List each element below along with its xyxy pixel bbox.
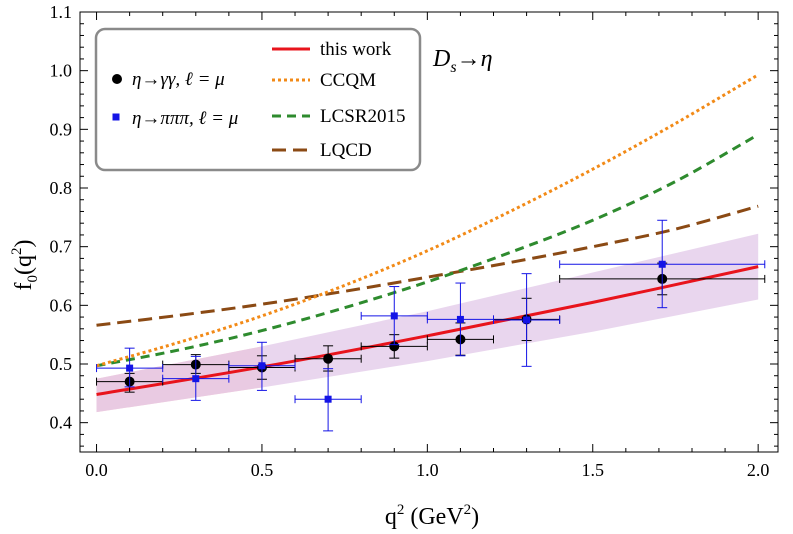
marker-square: [126, 364, 134, 372]
marker-square: [390, 312, 398, 320]
marker-square: [192, 375, 200, 383]
point-eta-gamma-gamma-4: [294, 345, 362, 372]
marker-square: [258, 362, 266, 370]
legend-label-lqcd: LQCD: [320, 140, 372, 161]
legend-label-this-work: this work: [320, 39, 392, 60]
legend-marker-eta-three-pi: [112, 113, 120, 121]
x-tick-label: 0.5: [251, 460, 274, 480]
x-axis-label: q2 (GeV2): [385, 502, 479, 530]
y-axis-ticks: 0.4 0.5 0.6 0.7 0.8 0.9 1.0 1.1: [50, 2, 778, 447]
point-eta-three-pi-3: [228, 341, 296, 391]
x-axis-ticks: 0.0 0.5 1.0 1.5 2.0: [85, 12, 769, 480]
point-eta-three-pi-6: [426, 282, 495, 357]
plot-frame: [79, 11, 779, 453]
curve-lqcd: [96, 204, 759, 327]
marker-square: [324, 395, 332, 403]
point-eta-three-pi-4: [294, 368, 362, 432]
marker-square: [456, 315, 464, 323]
x-tick-label: 2.0: [747, 460, 770, 480]
point-eta-three-pi-2: [162, 355, 230, 401]
point-eta-three-pi-8: [559, 219, 766, 309]
curve-ccqm: [96, 73, 759, 368]
marker-circle: [323, 353, 334, 364]
legend: η→γγ, ℓ = μ η→πππ, ℓ = μ this work CCQM …: [94, 27, 422, 172]
legend-label-ccqm: CCQM: [320, 70, 376, 91]
y-tick-label: 1.0: [50, 61, 73, 81]
y-tick-label: 0.8: [50, 178, 73, 198]
y-tick-label: 1.1: [50, 2, 73, 22]
legend-label-lcsr2015: LCSR2015: [320, 106, 406, 127]
y-tick-label: 0.9: [50, 119, 73, 139]
process-annotation: Ds→η: [432, 46, 492, 76]
legend-label-eta-three-pi: η→πππ, ℓ = μ: [132, 108, 238, 129]
legend-label-eta-gamma-gamma: η→γγ, ℓ = μ: [132, 69, 225, 90]
y-axis-label: f0(q2): [9, 240, 41, 291]
y-tick-label: 0.7: [50, 237, 73, 257]
y-tick-label: 0.4: [50, 413, 73, 433]
marker-square: [523, 316, 531, 324]
point-eta-three-pi-7: [493, 273, 561, 367]
x-tick-label: 1.0: [416, 460, 439, 480]
y-tick-label: 0.5: [50, 354, 73, 374]
point-eta-three-pi-1: [96, 347, 164, 388]
marker-circle: [389, 341, 400, 352]
x-tick-label: 1.5: [581, 460, 604, 480]
marker-square: [658, 260, 666, 268]
data-points: [96, 219, 766, 432]
curve-lcsr2015: [96, 133, 759, 368]
legend-marker-eta-gamma-gamma: [112, 74, 122, 84]
x-tick-label: 0.0: [85, 460, 108, 480]
series-eta-three-pi: [96, 219, 766, 432]
legend-box: [94, 27, 422, 172]
y-tick-label: 0.6: [50, 295, 73, 315]
